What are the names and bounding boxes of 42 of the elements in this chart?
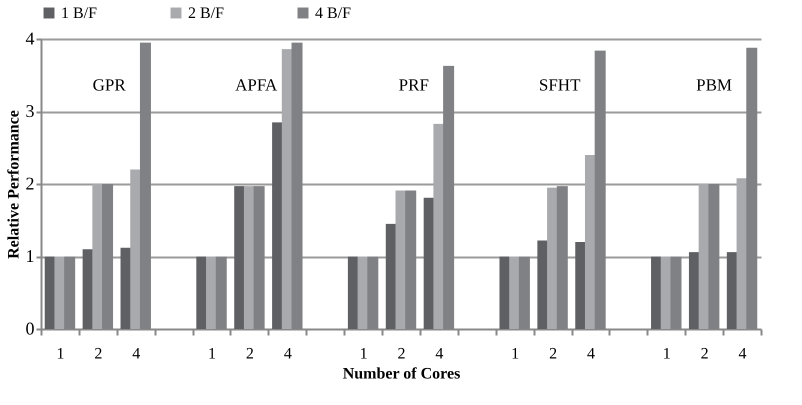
bar [130,170,142,329]
y-tick-label: 3 [26,101,34,121]
annotation: PBM [696,75,732,94]
bar [547,188,558,329]
y-tick-label: 1 [26,246,34,266]
y-tick-label: 0 [26,318,34,338]
annotation: GPR [92,75,126,94]
x-tick-label: 2 [246,346,254,362]
legend-label: 4 B/F [315,5,352,22]
annotation: PRF [398,75,429,94]
bar [358,256,369,329]
bar [82,249,94,329]
x-tick-label: 4 [586,346,595,362]
bar [234,186,246,329]
x-tick-label: 4 [435,346,444,362]
x-tick-label: 2 [94,346,102,362]
x-axis-title: Number of Cores [342,366,460,382]
x-tick-label: 1 [360,346,368,362]
bar [736,178,748,329]
bar [698,184,710,329]
bar [509,256,520,329]
y-axis-title: Relative Performance [6,110,22,259]
annotation: APFA [235,75,278,94]
x-tick-label: 1 [662,346,671,362]
x-tick-label: 4 [284,346,292,362]
annotation: SFHT [538,75,582,94]
bar [272,122,284,329]
bar [44,256,56,329]
y-tick-label: 2 [26,174,34,194]
x-tick-label: 4 [132,346,140,362]
x-tick-label: 1 [511,346,520,362]
x-tick-label: 2 [549,346,558,362]
bar [651,256,662,329]
x-tick-label: 2 [398,346,406,362]
x-tick-label: 1 [56,346,64,362]
bar [424,198,435,329]
x-tick-label: 4 [738,346,747,362]
legend-label: 2 B/F [188,5,224,22]
y-tick-label: 4 [26,28,34,48]
x-tick-label: 2 [700,346,709,362]
x-tick-label: 1 [208,346,216,362]
legend-label: 1 B/F [61,5,98,22]
